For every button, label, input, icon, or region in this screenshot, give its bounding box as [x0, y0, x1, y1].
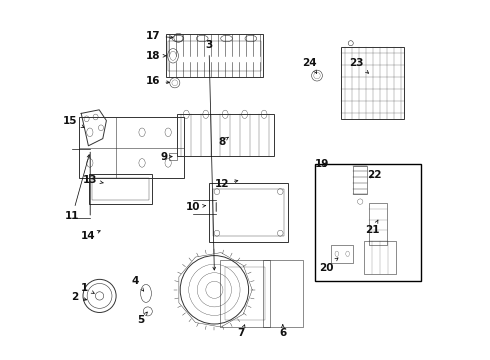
Text: 6: 6	[279, 325, 287, 338]
Bar	[342, 47, 404, 119]
Text: 5: 5	[137, 312, 147, 325]
Text: 18: 18	[146, 51, 166, 61]
Bar	[263, 260, 303, 327]
Bar	[353, 166, 368, 194]
Bar	[331, 245, 353, 263]
Text: 13: 13	[83, 175, 103, 185]
Text: 20: 20	[319, 258, 338, 273]
Bar	[170, 153, 176, 160]
Bar	[79, 117, 184, 178]
Bar	[209, 183, 288, 242]
Bar	[93, 178, 149, 200]
Bar	[89, 174, 152, 204]
Bar	[225, 267, 265, 320]
Bar	[364, 241, 396, 274]
Text: 11: 11	[65, 155, 90, 221]
Text: 23: 23	[349, 58, 368, 73]
Text: 14: 14	[81, 230, 100, 241]
Text: 4: 4	[131, 276, 144, 291]
Text: 16: 16	[146, 76, 170, 86]
Text: 8: 8	[218, 137, 228, 147]
Text: 12: 12	[214, 179, 238, 189]
Bar	[176, 114, 274, 156]
Bar	[166, 34, 263, 77]
Bar	[220, 260, 270, 327]
Bar	[168, 41, 261, 71]
Text: 2: 2	[71, 292, 87, 302]
Text: 22: 22	[368, 170, 382, 180]
Text: 17: 17	[146, 31, 173, 41]
Text: 19: 19	[315, 159, 330, 169]
Bar	[213, 189, 284, 236]
Text: 1: 1	[81, 283, 94, 293]
Text: 9: 9	[160, 152, 172, 162]
Text: 15: 15	[63, 116, 84, 127]
Bar	[369, 203, 387, 245]
Text: 21: 21	[366, 220, 380, 235]
Text: 7: 7	[238, 325, 245, 338]
Bar	[315, 164, 421, 281]
Text: 3: 3	[205, 40, 216, 270]
Text: 10: 10	[186, 202, 206, 212]
Text: 24: 24	[302, 58, 317, 73]
